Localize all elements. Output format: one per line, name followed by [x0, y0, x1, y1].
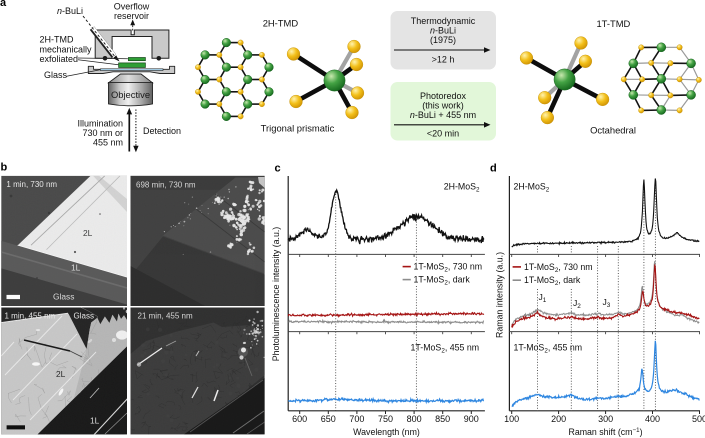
svg-text:750: 750	[378, 414, 393, 424]
svg-text:Overflow: Overflow	[114, 2, 150, 12]
svg-text:1T-MoS2, dark: 1T-MoS2, dark	[524, 275, 581, 287]
svg-text:exfoliated: exfoliated	[40, 54, 79, 64]
svg-text:n-BuLi: n-BuLi	[430, 26, 456, 36]
svg-text:730 nm or: 730 nm or	[82, 128, 123, 138]
svg-text:Thermodynamic: Thermodynamic	[411, 16, 476, 26]
svg-text:700: 700	[349, 414, 364, 424]
svg-text:2H-TMD: 2H-TMD	[40, 35, 74, 45]
svg-text:J1: J1	[539, 292, 547, 304]
svg-text:<20 min: <20 min	[427, 129, 459, 139]
svg-text:mechanically: mechanically	[40, 44, 93, 54]
svg-text:Illumination: Illumination	[77, 119, 123, 129]
svg-text:800: 800	[407, 414, 422, 424]
svg-text:n-BuLi: n-BuLi	[57, 6, 83, 16]
svg-text:1T-MoS2, 730 nm: 1T-MoS2, 730 nm	[414, 262, 483, 274]
svg-text:900: 900	[464, 414, 479, 424]
svg-text:100: 100	[504, 414, 519, 424]
svg-text:(this work): (this work)	[422, 101, 464, 111]
svg-text:>12 h: >12 h	[432, 55, 455, 65]
svg-text:1T-MoS2, 455 nm: 1T-MoS2, 455 nm	[514, 343, 583, 355]
svg-text:J3: J3	[603, 297, 611, 309]
svg-text:455 nm: 455 nm	[93, 138, 123, 148]
svg-text:Raman intensity (a.u.): Raman intensity (a.u.)	[495, 252, 505, 338]
svg-text:400: 400	[645, 414, 660, 424]
svg-text:(1975): (1975)	[430, 35, 456, 45]
svg-text:1T-MoS2, 455 nm: 1T-MoS2, 455 nm	[411, 343, 480, 355]
svg-text:Glass: Glass	[44, 70, 68, 80]
svg-text:c: c	[275, 162, 281, 174]
svg-text:500: 500	[692, 414, 705, 424]
svg-text:reservoir: reservoir	[114, 11, 149, 21]
svg-text:n-BuLi + 455 nm: n-BuLi + 455 nm	[410, 110, 476, 120]
svg-text:1T-MoS2, 730 nm: 1T-MoS2, 730 nm	[524, 262, 593, 274]
svg-text:2H-MoS2: 2H-MoS2	[514, 182, 550, 194]
svg-text:Photoluminescence intensity (a: Photoluminescence intensity (a.u.)	[271, 227, 281, 362]
svg-text:d: d	[490, 162, 497, 174]
svg-text:a: a	[0, 0, 7, 9]
svg-text:Photoredox: Photoredox	[420, 91, 467, 101]
svg-text:Raman shift (cm−1): Raman shift (cm−1)	[568, 427, 642, 437]
svg-text:600: 600	[292, 414, 307, 424]
svg-text:850: 850	[435, 414, 450, 424]
svg-text:1T-TMD: 1T-TMD	[596, 18, 630, 29]
svg-text:J2: J2	[573, 298, 581, 310]
svg-text:Trigonal prismatic: Trigonal prismatic	[261, 123, 335, 134]
svg-text:b: b	[1, 162, 8, 174]
svg-text:650: 650	[321, 414, 336, 424]
svg-text:200: 200	[551, 414, 566, 424]
svg-text:Wavelength (nm): Wavelength (nm)	[353, 427, 420, 437]
svg-text:Octahedral: Octahedral	[590, 125, 636, 136]
svg-text:1T-MoS2, dark: 1T-MoS2, dark	[414, 275, 471, 287]
svg-text:2H-MoS2: 2H-MoS2	[444, 182, 480, 194]
svg-text:2H-TMD: 2H-TMD	[263, 18, 299, 29]
svg-text:Objective: Objective	[111, 89, 150, 100]
svg-text:300: 300	[598, 414, 613, 424]
svg-text:Detection: Detection	[143, 126, 181, 136]
